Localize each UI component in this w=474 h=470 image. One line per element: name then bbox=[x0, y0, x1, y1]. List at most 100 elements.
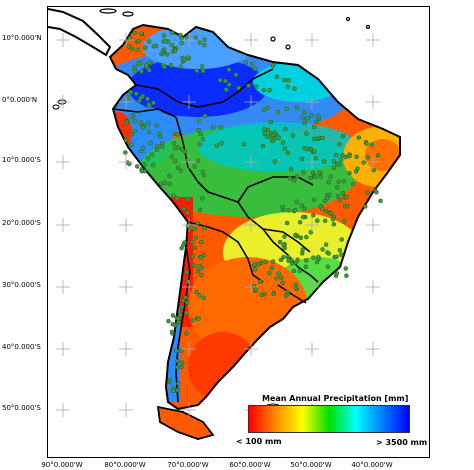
station-marker bbox=[336, 179, 341, 184]
station-marker bbox=[334, 254, 339, 260]
station-marker bbox=[277, 239, 283, 245]
station-marker bbox=[253, 287, 259, 292]
station-marker bbox=[202, 42, 207, 48]
station-marker bbox=[200, 196, 205, 201]
station-marker bbox=[132, 30, 137, 36]
station-marker bbox=[198, 131, 203, 137]
station-marker bbox=[123, 150, 128, 155]
lat-label-30s: 30°0.000'S bbox=[2, 281, 41, 289]
station-marker bbox=[314, 119, 319, 125]
station-marker bbox=[170, 313, 176, 318]
station-marker bbox=[269, 265, 275, 271]
station-marker bbox=[363, 204, 368, 209]
station-marker bbox=[147, 103, 152, 108]
station-marker bbox=[261, 107, 267, 113]
station-marker bbox=[294, 105, 300, 110]
lon-label-50w: 50°0.000'W bbox=[290, 461, 332, 469]
station-marker bbox=[282, 77, 287, 83]
station-marker bbox=[354, 154, 359, 160]
station-marker bbox=[179, 304, 185, 310]
station-marker bbox=[171, 193, 176, 198]
station-marker bbox=[172, 48, 178, 54]
station-marker bbox=[342, 219, 347, 224]
station-marker bbox=[293, 233, 298, 238]
station-marker bbox=[301, 170, 306, 175]
station-marker bbox=[176, 381, 181, 386]
station-marker bbox=[269, 138, 275, 144]
station-marker bbox=[320, 206, 325, 211]
legend-min-label: < 100 mm bbox=[236, 437, 282, 446]
station-marker bbox=[178, 168, 184, 173]
station-marker bbox=[178, 64, 184, 70]
station-marker bbox=[311, 213, 316, 218]
precipitation-raster bbox=[110, 25, 400, 409]
station-marker bbox=[124, 120, 129, 126]
station-marker bbox=[304, 131, 309, 136]
station-marker bbox=[190, 253, 195, 259]
station-marker bbox=[300, 247, 306, 252]
station-marker bbox=[341, 178, 347, 184]
station-marker bbox=[361, 160, 366, 165]
station-marker bbox=[344, 195, 349, 200]
station-marker bbox=[253, 84, 259, 89]
station-marker bbox=[286, 258, 291, 264]
station-marker bbox=[274, 276, 279, 281]
lat-label-40s: 40°0.000'S bbox=[2, 343, 41, 351]
station-marker bbox=[168, 62, 174, 68]
station-marker bbox=[160, 144, 165, 149]
station-marker bbox=[129, 142, 134, 147]
station-marker bbox=[299, 203, 305, 208]
station-marker bbox=[369, 142, 375, 147]
station-marker bbox=[190, 239, 195, 245]
station-marker bbox=[374, 190, 379, 195]
station-marker bbox=[261, 126, 267, 132]
station-marker bbox=[257, 279, 263, 285]
station-marker bbox=[364, 141, 369, 146]
station-marker bbox=[274, 74, 280, 80]
station-marker bbox=[157, 130, 162, 136]
station-marker bbox=[302, 110, 307, 115]
station-marker bbox=[198, 239, 204, 245]
station-marker bbox=[189, 225, 194, 230]
lat-label-20s: 20°0.000'S bbox=[2, 219, 41, 227]
station-marker bbox=[255, 262, 261, 267]
lat-label-10s: 10°0.000'S bbox=[2, 156, 41, 164]
station-marker bbox=[292, 86, 297, 91]
station-marker bbox=[192, 245, 198, 251]
station-marker bbox=[280, 140, 286, 145]
station-marker bbox=[320, 247, 325, 252]
station-marker bbox=[179, 36, 185, 41]
station-marker bbox=[331, 222, 337, 227]
station-marker bbox=[167, 378, 173, 383]
station-marker bbox=[161, 47, 167, 52]
station-marker bbox=[280, 280, 285, 285]
station-marker bbox=[347, 153, 352, 159]
station-marker bbox=[174, 195, 180, 201]
station-marker bbox=[276, 271, 281, 276]
station-marker bbox=[323, 208, 329, 214]
station-marker bbox=[175, 365, 180, 370]
station-marker bbox=[310, 170, 316, 176]
station-marker bbox=[345, 203, 350, 209]
station-marker bbox=[139, 31, 144, 36]
lon-label-60w: 60°0.000'W bbox=[229, 461, 271, 469]
station-marker bbox=[164, 52, 170, 57]
station-marker bbox=[286, 77, 291, 83]
station-marker bbox=[289, 261, 295, 266]
station-marker bbox=[347, 170, 352, 176]
station-marker bbox=[218, 125, 224, 130]
station-marker bbox=[174, 348, 179, 354]
station-marker bbox=[291, 268, 297, 274]
station-marker bbox=[340, 190, 346, 196]
station-marker bbox=[243, 60, 249, 65]
station-marker bbox=[334, 152, 339, 158]
station-marker bbox=[299, 156, 305, 162]
station-marker bbox=[175, 387, 180, 393]
station-marker bbox=[265, 127, 271, 133]
station-marker bbox=[185, 197, 190, 202]
station-marker bbox=[316, 114, 321, 119]
station-marker bbox=[284, 220, 290, 226]
station-marker bbox=[268, 119, 273, 125]
station-marker bbox=[190, 317, 195, 323]
station-marker bbox=[375, 153, 381, 158]
